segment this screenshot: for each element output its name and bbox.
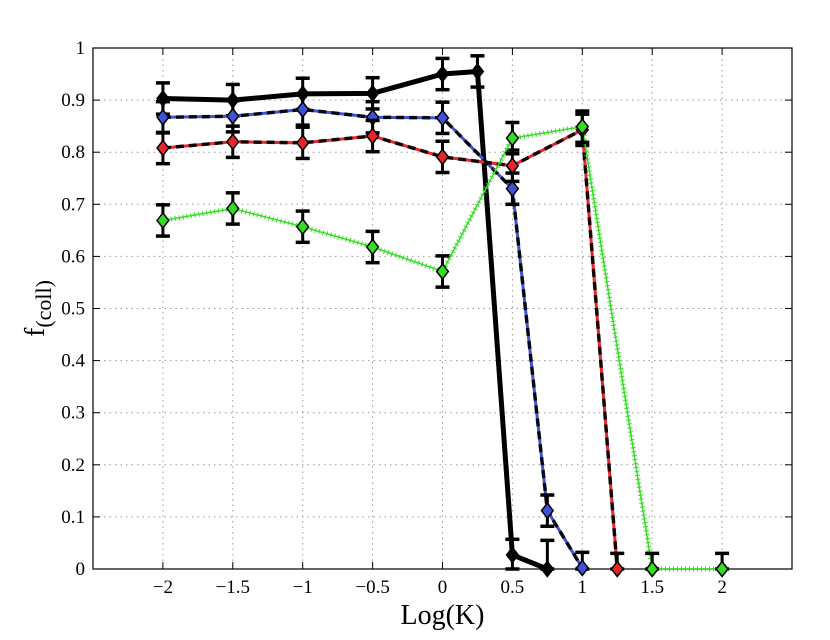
data-point-green [156, 211, 170, 230]
data-point-green [365, 238, 380, 256]
series-line-black [162, 68, 549, 572]
data-point-blue [225, 107, 240, 125]
series-line-green [162, 125, 723, 570]
x-tick-label: 0.5 [501, 577, 525, 598]
y-tick-label: 0.6 [61, 246, 85, 267]
y-tick-label: 0.7 [61, 194, 85, 215]
data-point-green [505, 129, 520, 147]
data-point-black [435, 65, 450, 83]
data-point-blue [435, 109, 450, 127]
x-tick-label: −2 [153, 577, 173, 598]
data-point-red [435, 148, 450, 166]
data-point-green [435, 262, 450, 281]
data-point-green [575, 117, 590, 136]
series-red [155, 112, 625, 578]
data-point-red [156, 139, 170, 157]
y-tick-label: 1 [76, 38, 86, 59]
data-point-blue [505, 179, 520, 198]
y-tick-label: 0.9 [61, 90, 85, 111]
data-point-green [295, 217, 310, 236]
x-tick-label: 0 [438, 577, 448, 598]
data-point-green [225, 199, 240, 218]
series-green [155, 109, 730, 578]
data-point-black [470, 62, 485, 81]
data-point-green [715, 560, 729, 578]
data-point-black [505, 546, 520, 564]
series-line-dash-red [162, 127, 619, 570]
series-black [155, 54, 555, 578]
y-tick-label: 0.4 [61, 351, 85, 372]
axes-layer [92, 47, 793, 570]
x-tick-label: 1 [578, 577, 588, 598]
data-point-red [225, 133, 240, 151]
data-point-blue [295, 100, 310, 119]
x-tick-label: −0.5 [355, 577, 389, 598]
data-point-green [645, 560, 660, 578]
series-line-dots-green [162, 123, 723, 572]
y-tick-label: 0.8 [61, 142, 85, 163]
data-point-red [365, 127, 380, 145]
y-axis-title-sub: (coll) [31, 280, 56, 328]
data-point-blue [540, 501, 555, 520]
series-layer [155, 54, 730, 578]
y-axis-title-main: f [20, 327, 51, 337]
data-point-black [540, 560, 555, 578]
data-point-red [610, 560, 625, 578]
series-line-red [162, 127, 619, 570]
y-tick-label: 0.5 [61, 299, 85, 320]
x-tick-label: −1.5 [216, 577, 250, 598]
x-tick-label: 1.5 [640, 577, 664, 598]
data-point-blue [575, 559, 590, 577]
y-tick-label: 0 [76, 559, 86, 580]
y-tick-label: 0.1 [61, 507, 85, 528]
x-tick-label: −1 [293, 577, 313, 598]
x-axis-title: Log(K) [401, 600, 485, 631]
x-tick-label: 2 [717, 577, 727, 598]
series-line-dash-blue [162, 107, 584, 569]
y-axis-title: f(coll) [20, 280, 56, 337]
data-point-blue [156, 108, 170, 127]
data-point-red [295, 134, 310, 152]
data-point-black [365, 84, 380, 103]
y-tick-label: 0.2 [61, 455, 85, 476]
series-blue [155, 92, 590, 577]
tick-label-layer: −2 −1.5 −1 −0.5 0 0.5 1 1.5 2 0 0.1 0.2 0.3 0.4 0.5 0.6… [61, 38, 727, 598]
data-point-red [505, 157, 520, 175]
y-tick-label: 0.3 [61, 403, 85, 424]
